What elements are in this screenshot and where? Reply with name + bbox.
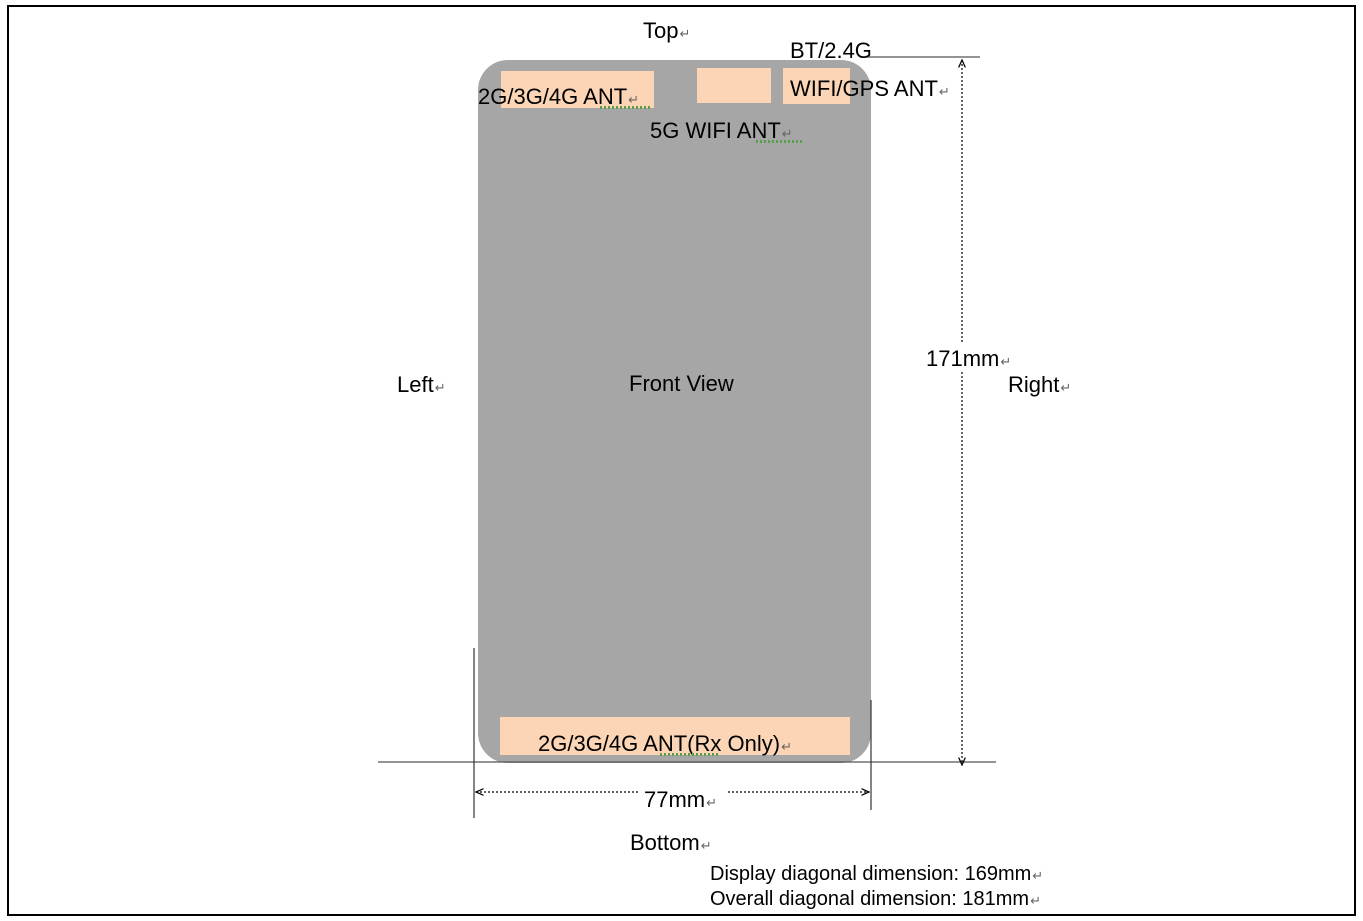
antenna-area-main-top bbox=[501, 71, 654, 108]
note-display-diagonal: Display diagonal dimension: 169mm↵ bbox=[710, 863, 1044, 885]
device-front-body bbox=[478, 60, 871, 763]
label-front-view: Front View bbox=[629, 371, 734, 396]
label-antenna-main-top: 2G/3G/4G ANT↵ bbox=[478, 84, 640, 109]
antenna-area-bt-wifi-gps bbox=[783, 68, 850, 104]
label-antenna-bt-line1: BT/2.4G bbox=[790, 38, 872, 63]
label-top: Top↵ bbox=[643, 18, 691, 43]
spellcheck-underline bbox=[660, 753, 718, 756]
label-width-dimension: 77mm↵ bbox=[644, 787, 718, 812]
label-antenna-bt-line2: WIFI/GPS ANT↵ bbox=[790, 76, 950, 101]
spellcheck-underline bbox=[600, 106, 652, 109]
label-antenna-main-bottom: 2G/3G/4G ANT(Rx Only)↵ bbox=[538, 731, 792, 756]
antenna-area-5g-wifi bbox=[697, 68, 771, 103]
spellcheck-underline bbox=[756, 140, 802, 143]
label-height-dimension: 171mm↵ bbox=[926, 346, 1012, 371]
antenna-area-main-bottom bbox=[500, 717, 850, 755]
label-antenna-5g-wifi: 5G WIFI ANT↵ bbox=[650, 118, 793, 143]
label-left: Left↵ bbox=[397, 372, 446, 397]
label-bottom: Bottom↵ bbox=[630, 830, 712, 855]
note-overall-diagonal: Overall diagonal dimension: 181mm↵ bbox=[710, 888, 1041, 910]
label-right: Right↵ bbox=[1008, 372, 1072, 397]
